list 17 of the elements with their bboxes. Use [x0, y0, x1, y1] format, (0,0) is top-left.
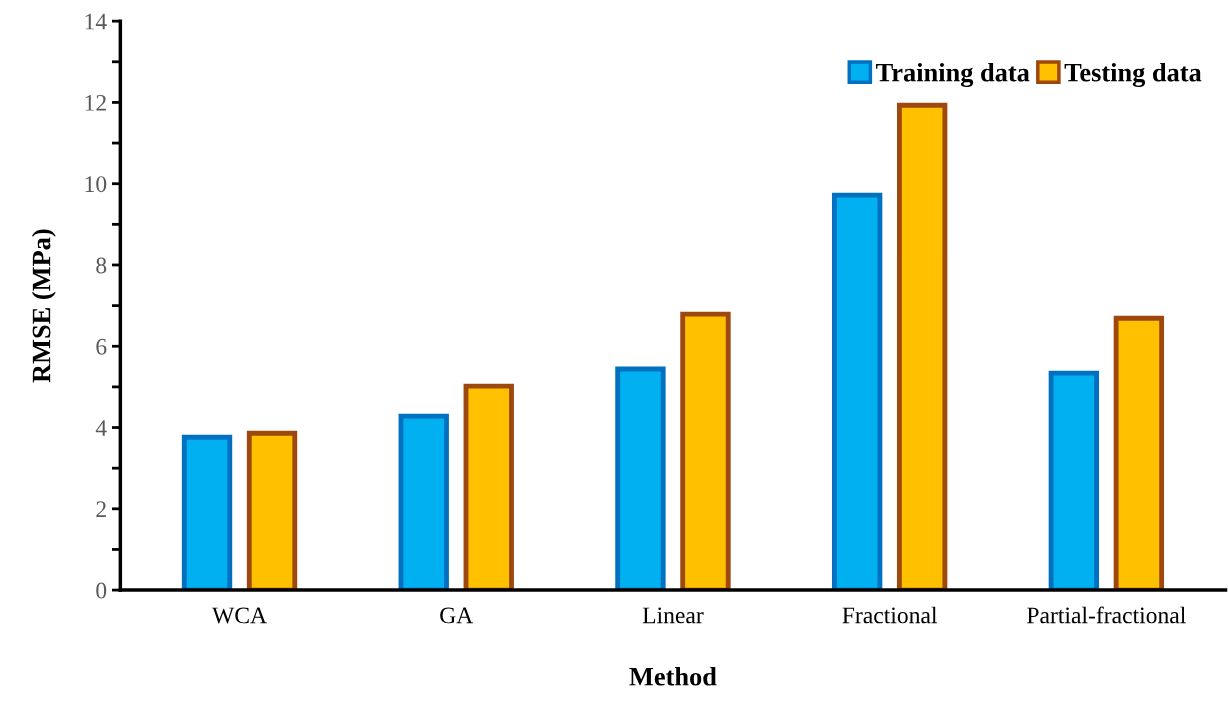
x-tick-label: Partial-fractional	[1027, 606, 1186, 624]
y-tick-label: 12	[85, 94, 106, 111]
legend-label: Testing data	[1064, 62, 1202, 88]
x-tick-label: Linear	[642, 607, 704, 624]
x-tick-label: Fractional	[842, 606, 938, 624]
y-tick-label: 0	[96, 582, 107, 599]
x-tick-label: WCA	[212, 607, 267, 624]
y-tick-label: 8	[96, 257, 107, 274]
y-tick-label: 10	[85, 176, 107, 193]
y-tick-label: 6	[96, 338, 107, 355]
legend-label: Training data	[876, 62, 1030, 88]
y-tick-label: 14	[85, 13, 107, 30]
x-tick-label: GA	[440, 607, 474, 624]
y-tick-label: 2	[96, 501, 106, 517]
x-axis-title: Method	[629, 667, 717, 686]
y-axis-title: RMSE (MPa)	[31, 229, 56, 383]
y-tick-label: 4	[95, 420, 107, 436]
